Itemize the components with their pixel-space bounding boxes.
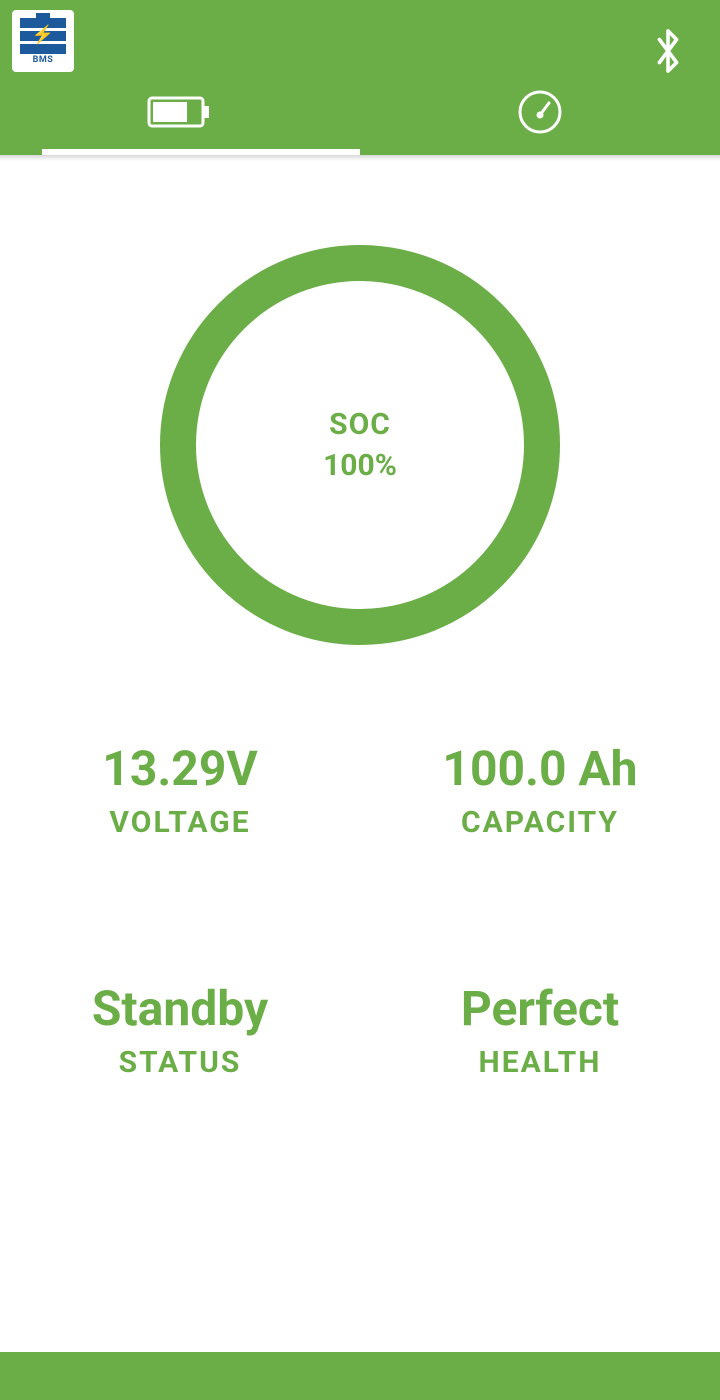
tab-battery[interactable] <box>0 68 360 155</box>
logo-battery-icon: ⚡ <box>20 18 66 54</box>
capacity-value: 100.0 Ah <box>442 740 637 797</box>
health-label: HEALTH <box>479 1045 602 1080</box>
app-logo[interactable]: ⚡ BMS <box>12 10 74 72</box>
metric-capacity: 100.0 Ah CAPACITY <box>360 740 720 840</box>
voltage-value: 13.29V <box>102 740 257 797</box>
gauge-icon <box>517 89 563 135</box>
top-bar: ⚡ BMS <box>0 0 720 68</box>
metric-health: Perfect HEALTH <box>360 980 720 1080</box>
battery-icon <box>147 94 213 130</box>
tab-bar <box>0 68 720 155</box>
soc-gauge: SOC 100% <box>160 245 560 645</box>
soc-value: 100% <box>323 448 397 483</box>
header-shadow <box>0 155 720 161</box>
tab-gauge[interactable] <box>360 68 720 155</box>
status-label: STATUS <box>119 1045 242 1080</box>
logo-text: BMS <box>33 55 54 65</box>
status-value: Standby <box>92 980 268 1037</box>
app-header: ⚡ BMS <box>0 0 720 155</box>
main-content: SOC 100% 13.29V VOLTAGE 100.0 Ah CAPACIT… <box>0 155 720 1080</box>
health-value: Perfect <box>461 980 619 1037</box>
metrics-grid: 13.29V VOLTAGE 100.0 Ah CAPACITY Standby… <box>0 740 720 1080</box>
voltage-label: VOLTAGE <box>109 805 250 840</box>
metric-voltage: 13.29V VOLTAGE <box>0 740 360 840</box>
bottom-bar <box>0 1352 720 1400</box>
soc-label: SOC <box>329 407 391 442</box>
metric-status: Standby STATUS <box>0 980 360 1080</box>
capacity-label: CAPACITY <box>461 805 619 840</box>
